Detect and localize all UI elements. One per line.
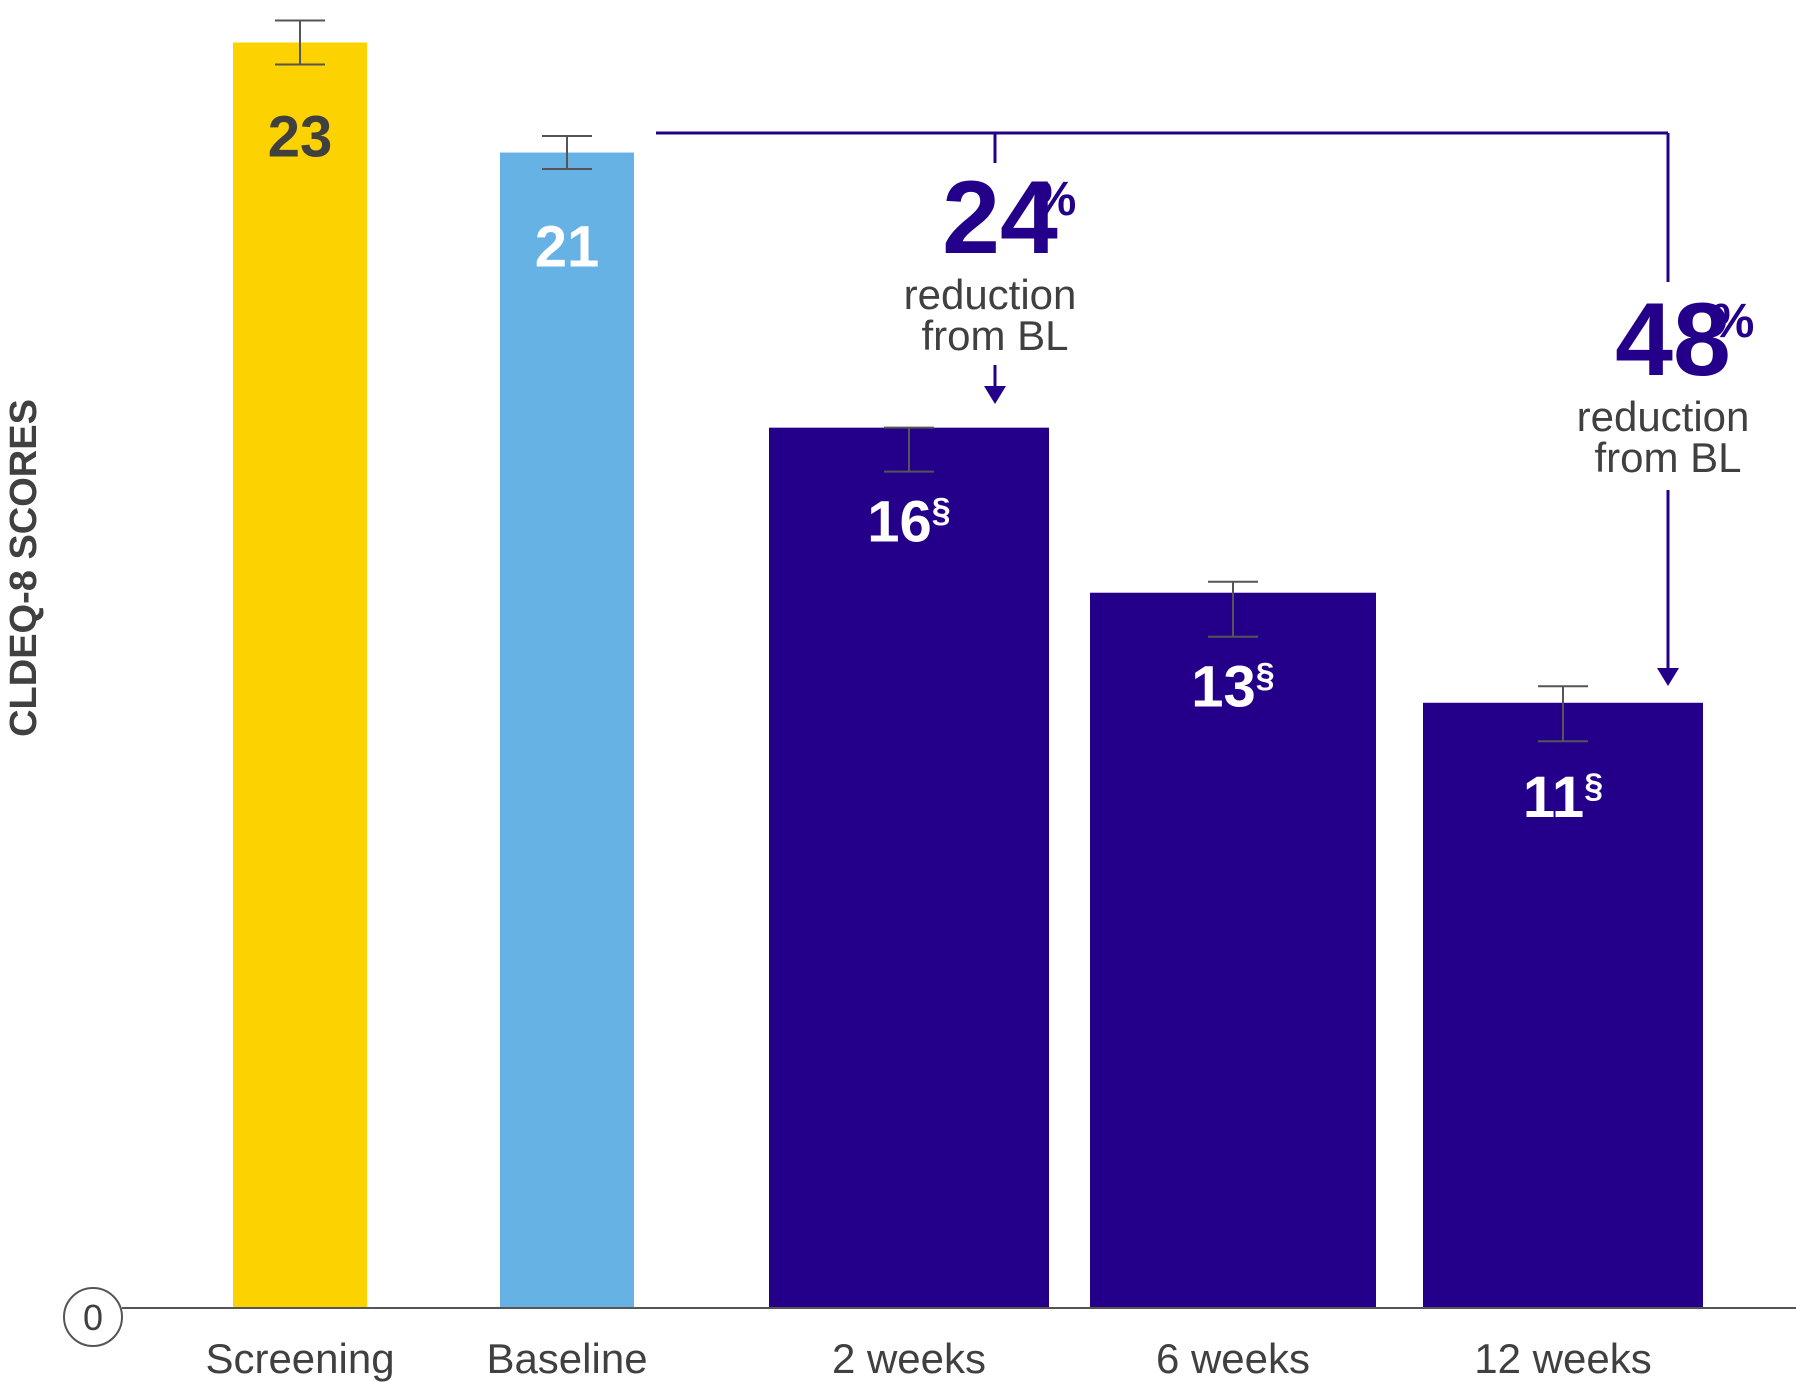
x-axis: Screening Baseline 2 weeks 6 weeks 12 weeks 0 xyxy=(63,1287,1796,1382)
bar-screening xyxy=(233,42,367,1309)
reduction-caption-line2: from BL xyxy=(921,312,1068,359)
bar-6-weeks xyxy=(1090,592,1376,1308)
value-label: 16§ xyxy=(867,490,950,555)
value-number: 23 xyxy=(268,105,333,170)
value-label: 21 xyxy=(535,215,600,280)
error-bar xyxy=(1538,685,1588,743)
value-label: 23 xyxy=(268,105,333,170)
y-zero-marker xyxy=(63,1287,123,1347)
bar-2-weeks xyxy=(769,427,1049,1309)
reduction-value: 48 xyxy=(1615,282,1731,398)
reduction-value: 24 xyxy=(942,160,1058,276)
x-tick-label: 12 weeks xyxy=(1474,1335,1651,1382)
value-number: 11 xyxy=(1523,765,1584,830)
reduction-caption-line1: reduction xyxy=(1577,393,1750,440)
bar-12-weeks xyxy=(1423,702,1703,1308)
bar-baseline xyxy=(500,152,634,1308)
y-tick-label: 0 xyxy=(83,1297,103,1338)
error-bars-layer xyxy=(275,19,1588,743)
reduction-caption-line1: reduction xyxy=(904,271,1077,318)
reduction-unit: % xyxy=(1034,173,1077,226)
bars-layer xyxy=(233,42,1703,1309)
x-tick-label: 6 weeks xyxy=(1156,1335,1310,1382)
value-label: 13§ xyxy=(1191,655,1274,720)
x-tick-label: Baseline xyxy=(486,1335,647,1382)
value-mark: § xyxy=(1256,657,1275,695)
value-number: 16 xyxy=(867,490,932,555)
arrow-down-icon xyxy=(1657,668,1679,686)
x-tick-label: Screening xyxy=(205,1335,394,1382)
error-bar xyxy=(542,135,592,171)
value-label: 11§ xyxy=(1523,765,1603,830)
error-bar xyxy=(884,426,934,473)
value-mark: § xyxy=(1584,767,1603,805)
value-number: 13 xyxy=(1191,655,1256,720)
reduction-caption-line2: from BL xyxy=(1594,434,1741,481)
error-bar xyxy=(275,19,325,66)
value-mark: § xyxy=(932,492,951,530)
value-number: 21 xyxy=(535,215,600,280)
reduction-unit: % xyxy=(1712,295,1755,348)
error-bar xyxy=(1208,580,1258,638)
x-tick-label: 2 weeks xyxy=(832,1335,986,1382)
arrow-down-icon xyxy=(984,386,1006,404)
